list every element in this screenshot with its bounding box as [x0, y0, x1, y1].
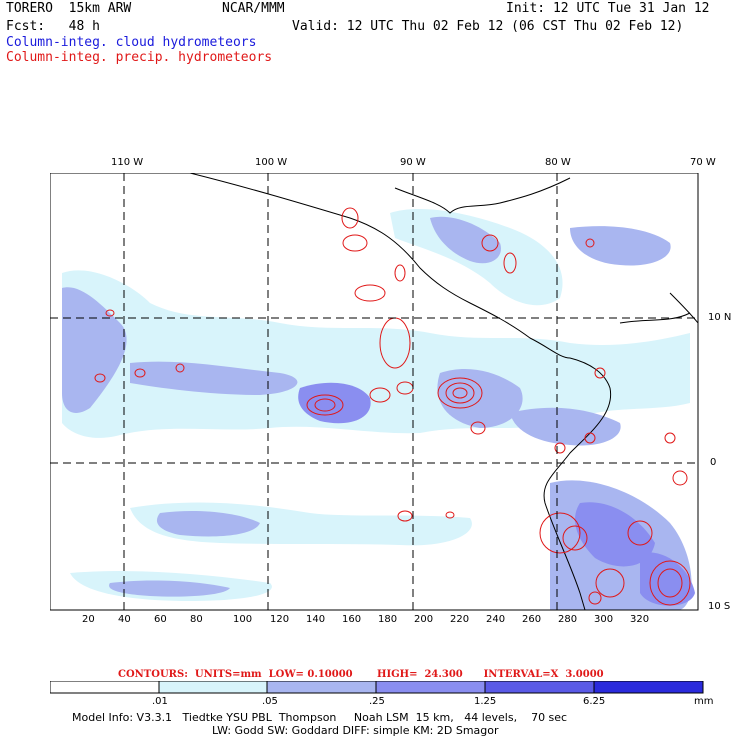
lon-label: 110 W: [111, 157, 144, 168]
model-title: TORERO 15km ARW: [6, 1, 132, 16]
x-tick: 140: [306, 614, 326, 625]
legend-label: .25: [369, 696, 385, 707]
lon-label: 70 W: [690, 157, 716, 168]
cloud-field-label: Column-integ. cloud hydrometeors: [6, 35, 257, 50]
valid-time: Valid: 12 UTC Thu 02 Feb 12 (06 CST Thu …: [292, 19, 684, 34]
x-tick: 320: [630, 614, 650, 625]
lat-lon-grid: [50, 173, 698, 610]
legend-swatch: [158, 681, 268, 694]
lon-label: 100 W: [255, 157, 288, 168]
forecast-map: 220 200 180 160 140 120 100 80 60 40 20: [50, 173, 699, 611]
color-legend: [50, 681, 704, 694]
x-tick: 260: [522, 614, 542, 625]
x-tick: 40: [118, 614, 131, 625]
lat-label: 0: [710, 457, 717, 468]
x-tick: 120: [270, 614, 290, 625]
x-tick: 100: [233, 614, 253, 625]
contour-info: CONTOURS: UNITS=mm LOW= 0.10000 HIGH= 24…: [118, 669, 604, 680]
forecast-hour: Fcst: 48 h: [6, 19, 100, 34]
cloud-shading: [50, 173, 698, 610]
x-tick: 200: [414, 614, 434, 625]
legend-swatch: [484, 681, 595, 694]
lat-label: 10 S: [708, 601, 731, 612]
x-tick: 180: [378, 614, 398, 625]
x-tick: 20: [82, 614, 95, 625]
x-tick: 80: [190, 614, 203, 625]
legend-swatch: [375, 681, 486, 694]
lat-label: 10 N: [708, 312, 732, 323]
x-tick: 160: [342, 614, 362, 625]
legend-swatch: [266, 681, 377, 694]
coastlines: [189, 173, 699, 611]
legend-label: .05: [262, 696, 278, 707]
model-info-line-1: Model Info: V3.3.1 Tiedtke YSU PBL Thomp…: [72, 711, 568, 724]
init-time: Init: 12 UTC Tue 31 Jan 12: [506, 1, 710, 16]
x-tick: 60: [154, 614, 167, 625]
x-tick: 280: [558, 614, 578, 625]
precip-field-label: Column-integ. precip. hydrometeors: [6, 50, 273, 65]
lon-label: 90 W: [400, 157, 426, 168]
legend-label: .01: [152, 696, 168, 707]
legend-swatch: [593, 681, 704, 694]
center-label: NCAR/MMM: [222, 1, 285, 16]
legend-label: 1.25: [474, 696, 497, 707]
legend-swatch: [50, 681, 160, 694]
legend-label: mm: [694, 696, 714, 707]
x-tick: 220: [450, 614, 470, 625]
legend-label: 6.25: [583, 696, 606, 707]
x-tick: 240: [486, 614, 506, 625]
lon-label: 80 W: [545, 157, 571, 168]
x-tick: 300: [594, 614, 614, 625]
model-info-line-2: LW: Godd SW: Goddard DIFF: simple KM: 2D…: [212, 724, 499, 737]
